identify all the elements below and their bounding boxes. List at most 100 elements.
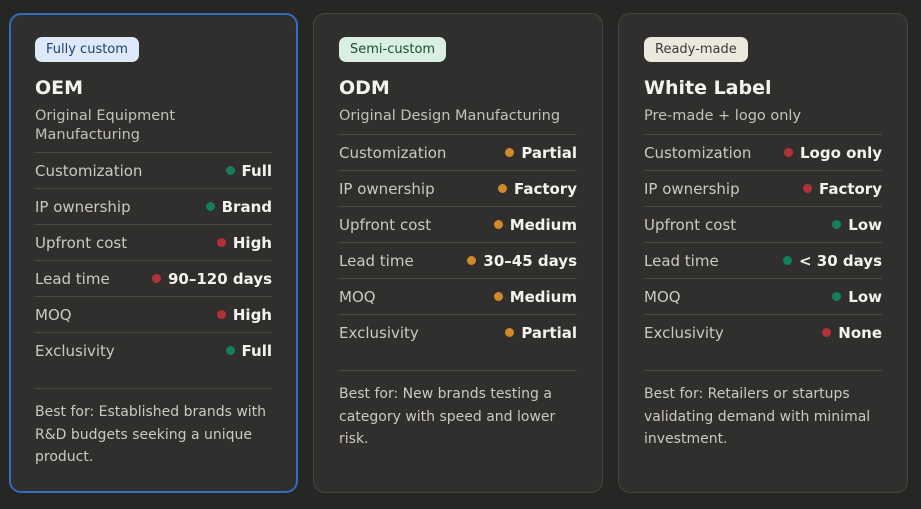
row-value-text: Factory [513,179,577,198]
row-label: Upfront cost [35,233,128,252]
card-subtitle: Original Equipment Manufacturing [35,108,176,143]
status-dot-icon [493,292,503,301]
card-oem[interactable]: Fully custom OEM Original Equipment Manu… [9,13,298,493]
row-label: MOQ [339,287,376,306]
row-upfront-cost: Upfront cost High [35,224,272,260]
row-customization: Customization Logo only [644,134,882,170]
status-dot-icon [822,328,832,337]
row-lead-time: Lead time 90–120 days [35,260,272,296]
row-ip-ownership: IP ownership Factory [644,170,882,206]
row-value-text: High [232,305,272,324]
status-dot-icon [216,310,226,319]
status-dot-icon [505,148,515,157]
card-title: OEM [35,77,84,99]
status-dot-icon [802,184,812,193]
status-dot-icon [505,328,515,337]
row-value: Full [225,161,272,180]
row-value: < 30 days [783,252,882,270]
row-value-text: Factory [818,179,882,198]
row-value: None [822,324,882,342]
row-upfront-cost: Upfront cost Low [644,206,882,242]
row-value: 30–45 days [467,252,577,270]
row-upfront-cost: Upfront cost Medium [339,206,577,242]
card-title: White Label [644,77,772,99]
row-value: Medium [493,287,577,306]
row-label: Lead time [35,269,110,288]
badge-ready-made: Ready-made [644,37,748,62]
row-label: IP ownership [644,179,740,198]
card-subtitle: Pre-made + logo only [644,108,802,124]
row-customization: Customization Full [35,152,272,188]
status-dot-icon [225,166,235,175]
badge-semi-custom: Semi-custom [339,37,447,62]
row-label: IP ownership [35,197,131,216]
row-customization: Customization Partial [339,134,577,170]
row-label: Customization [644,143,752,162]
row-label: Customization [339,143,447,162]
row-label: Customization [35,161,143,180]
row-label: Upfront cost [339,215,432,234]
row-label: Exclusivity [35,341,115,360]
row-exclusivity: Exclusivity Full [35,332,272,368]
row-value-text: Low [848,287,882,306]
badge-fully-custom: Fully custom [35,37,139,62]
row-value-text: Medium [509,287,577,306]
status-dot-icon [493,220,503,229]
row-value-text: Full [241,341,272,360]
row-exclusivity: Exclusivity None [644,314,882,350]
status-dot-icon [832,292,842,301]
row-value-text: Logo only [799,143,882,162]
row-value: High [216,305,272,324]
attribute-list: Customization Logo only IP ownership Fac… [644,134,882,350]
card-white-label[interactable]: Ready-made White Label Pre-made + logo o… [618,13,908,493]
attribute-list: Customization Full IP ownership Brand Up… [35,152,272,368]
row-value-text: 90–120 days [167,269,272,288]
row-value: Low [832,216,882,234]
card-title: ODM [339,77,390,99]
row-value-text: 30–45 days [483,251,577,270]
row-value-text: High [232,233,272,252]
row-value-text: None [838,323,882,342]
row-value: Brand [205,197,272,216]
row-label: Exclusivity [644,323,724,342]
status-dot-icon [225,346,235,355]
status-dot-icon [205,202,215,211]
row-value-text: Brand [221,197,272,216]
status-dot-icon [832,220,842,229]
row-value-text: Full [241,161,272,180]
status-dot-icon [151,274,161,283]
status-dot-icon [497,184,507,193]
row-label: Lead time [339,251,414,270]
row-value: Factory [802,179,882,198]
row-value-text: < 30 days [799,251,882,270]
row-moq: MOQ Low [644,278,882,314]
row-value: Logo only [783,143,882,162]
card-subtitle: Original Design Manufacturing [339,108,561,124]
row-value: Partial [505,324,577,342]
best-for-text: Best for: New brands testing a category … [339,370,577,451]
row-ip-ownership: IP ownership Factory [339,170,577,206]
row-value: Low [832,288,882,306]
row-moq: MOQ High [35,296,272,332]
row-value-text: Partial [521,143,577,162]
status-dot-icon [467,256,477,265]
row-label: Upfront cost [644,215,737,234]
card-odm[interactable]: Semi-custom ODM Original Design Manufact… [313,13,603,493]
best-for-text: Best for: Established brands with R&D bu… [35,388,272,469]
row-value: Partial [505,144,577,162]
row-value-text: Partial [521,323,577,342]
row-label: MOQ [644,287,681,306]
row-moq: MOQ Medium [339,278,577,314]
row-value: Medium [493,216,577,234]
best-for-text: Best for: Retailers or startups validati… [644,370,882,451]
status-dot-icon [216,238,226,247]
status-dot-icon [783,256,792,265]
row-ip-ownership: IP ownership Brand [35,188,272,224]
row-exclusivity: Exclusivity Partial [339,314,577,350]
row-label: IP ownership [339,179,435,198]
row-value: Full [225,341,272,360]
status-dot-icon [783,148,793,157]
row-value: Factory [497,179,577,198]
row-label: Exclusivity [339,323,419,342]
row-value: High [216,233,272,252]
